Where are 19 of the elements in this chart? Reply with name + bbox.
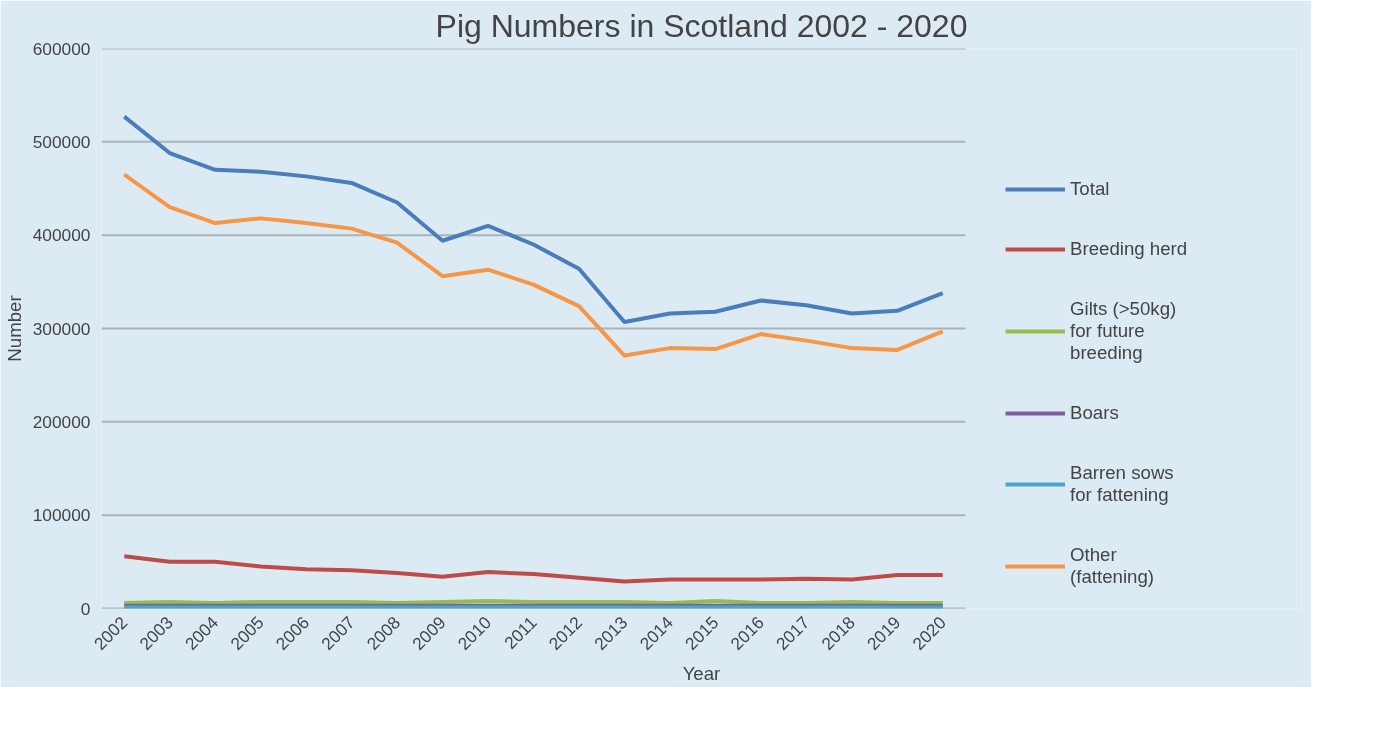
x-axis-title: Year <box>682 663 721 685</box>
y-tick-label: 600000 <box>32 38 91 59</box>
legend-label: Other (fattening) <box>1070 544 1154 588</box>
line-series <box>122 554 945 584</box>
y-tick-label: 200000 <box>32 411 91 432</box>
chart-title: Pig Numbers in Scotland 2002 - 2020 <box>435 7 968 44</box>
y-tick-label: 0 <box>80 598 91 619</box>
y-axis-title: Number <box>3 295 25 362</box>
y-tick-label: 500000 <box>32 131 91 152</box>
legend-label: Gilts (>50kg) for future breeding <box>1070 298 1177 364</box>
y-tick-label: 100000 <box>32 505 91 526</box>
legend-label: Total <box>1070 178 1110 200</box>
legend-label: Boars <box>1070 402 1119 424</box>
y-tick-label: 300000 <box>32 318 91 339</box>
legend-label: Breeding herd <box>1070 238 1188 260</box>
line-series <box>122 114 945 324</box>
y-tick-label: 400000 <box>32 225 91 246</box>
line-series <box>122 172 945 358</box>
legend-label: Barren sows for fattening <box>1070 462 1174 506</box>
